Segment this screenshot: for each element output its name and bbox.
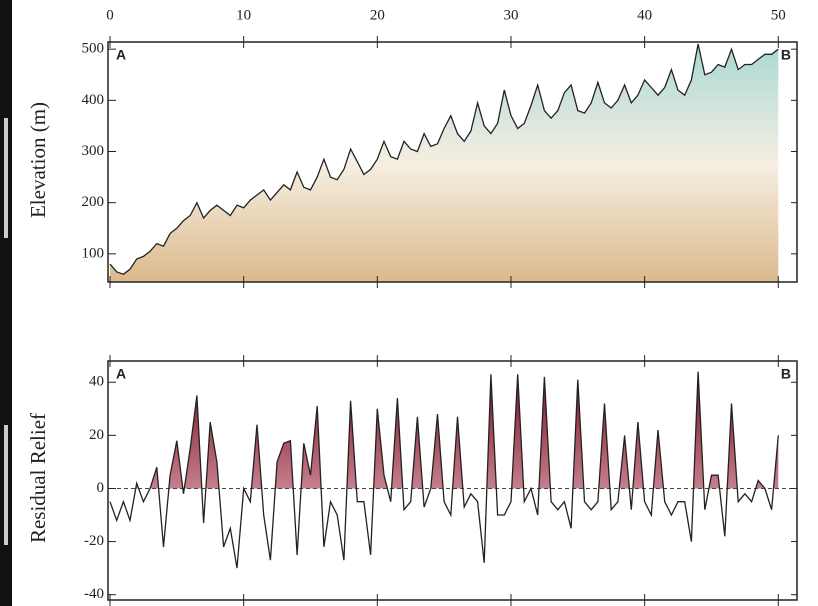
x-tick-label: 0: [106, 7, 114, 23]
y-tick-label: 200: [82, 194, 105, 210]
x-tick-label: 10: [236, 7, 251, 23]
annotation: A: [116, 366, 126, 382]
y-tick-label: 300: [82, 143, 105, 159]
side-strip: [0, 0, 12, 606]
x-tick-label: 40: [637, 7, 652, 23]
area-fill: [110, 44, 779, 282]
y-tick-label: 400: [82, 92, 105, 108]
y-tick-label: 0: [97, 480, 105, 496]
y-tick-label: 40: [89, 374, 104, 390]
plot-frame: [107, 41, 798, 283]
y-tick-label: -20: [84, 533, 104, 549]
x-tick-label: 30: [503, 7, 518, 23]
y-axis-label: Elevation (m): [26, 102, 50, 218]
annotation: B: [781, 47, 791, 63]
x-tick-label: 50: [771, 7, 786, 23]
annotation: B: [781, 366, 791, 382]
y-tick-label: -40: [84, 586, 104, 602]
x-tick-label: 20: [370, 7, 385, 23]
y-tick-label: 20: [89, 427, 104, 443]
area-fill: [135, 371, 779, 489]
plot-frame: [107, 360, 798, 601]
y-tick-label: 500: [82, 41, 105, 57]
y-axis-label: Residual Relief: [26, 413, 50, 543]
annotation: A: [116, 47, 126, 63]
y-tick-label: 100: [82, 245, 105, 261]
data-line: [109, 371, 779, 569]
data-line: [109, 43, 779, 276]
